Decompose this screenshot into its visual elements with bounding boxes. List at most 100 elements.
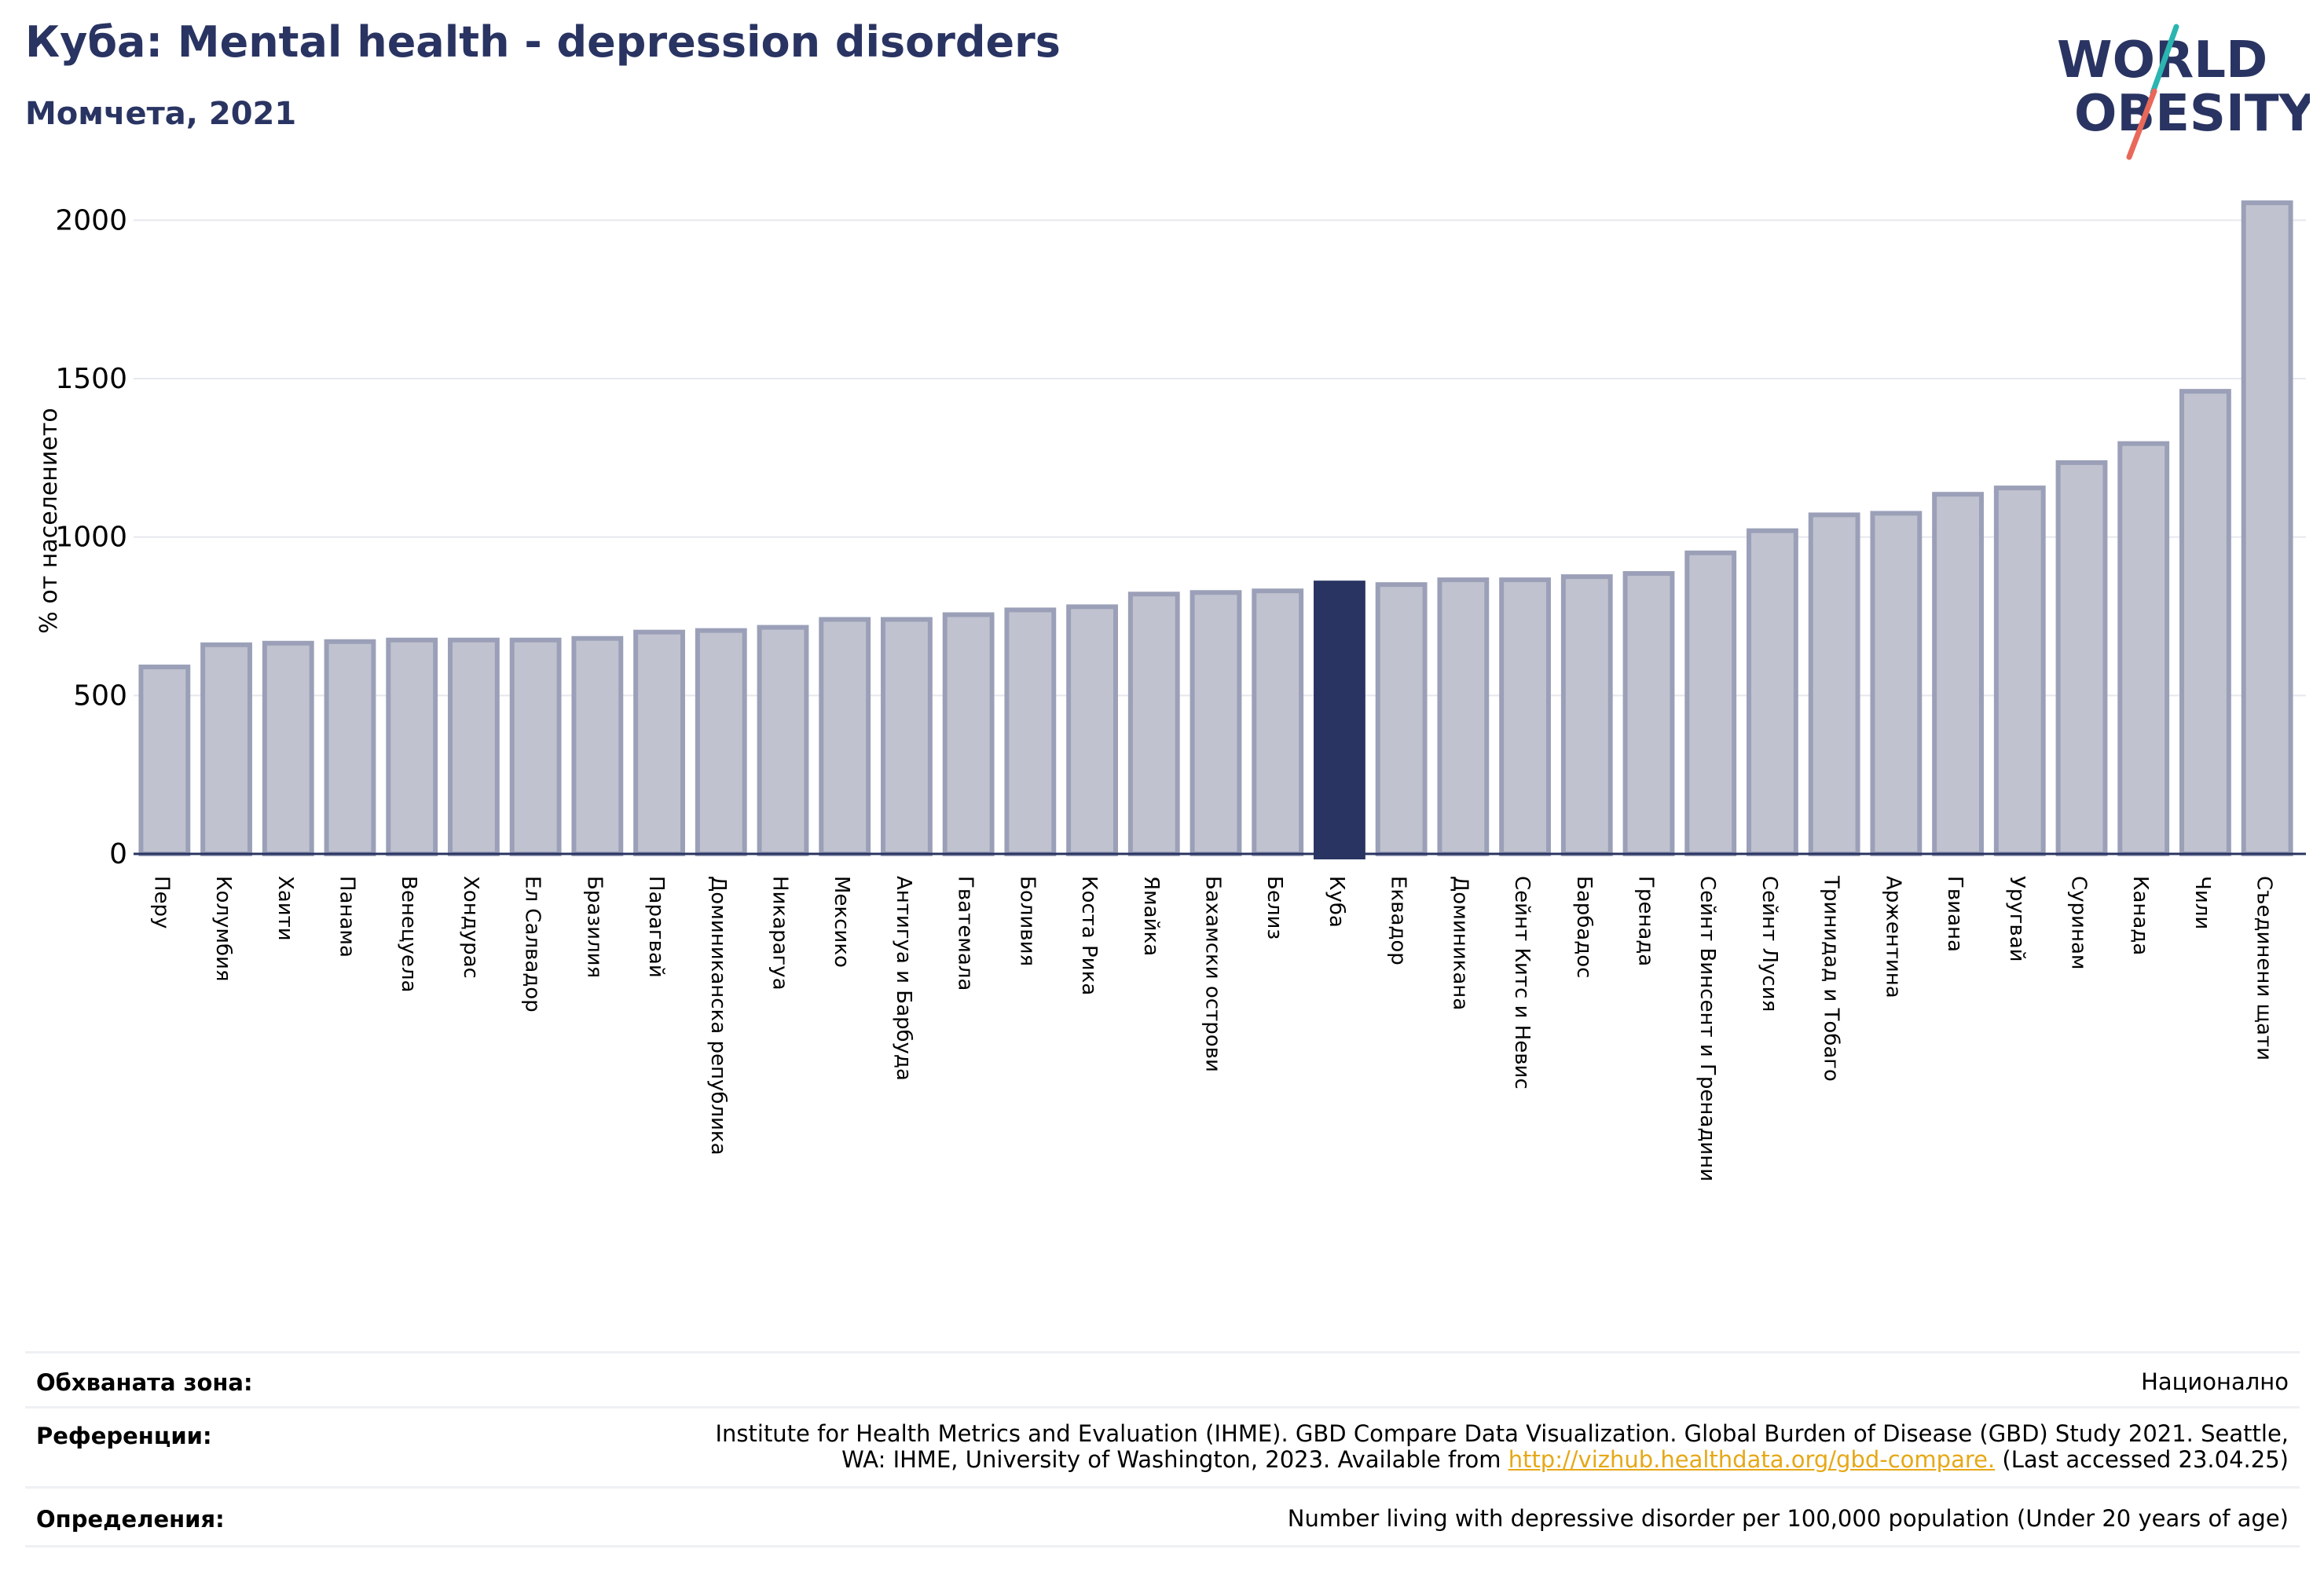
bar <box>386 637 438 856</box>
x-tick-label: Гвиана <box>1943 876 1967 952</box>
bar <box>1684 550 1737 856</box>
bar <box>2117 441 2170 856</box>
bar <box>1252 588 1304 856</box>
x-tick-label: Аржентина <box>1881 876 1904 998</box>
definitions-label: Определения: <box>36 1506 225 1533</box>
coverage-value: Национално <box>2141 1368 2289 1395</box>
x-tick-label: Барбадос <box>1572 876 1596 978</box>
x-tick-label: Парагвай <box>644 876 668 978</box>
y-tick-label: 2000 <box>55 204 127 236</box>
bar <box>695 628 747 857</box>
bar <box>1932 492 1984 856</box>
bar <box>138 665 191 856</box>
x-tick-label: Коста Рика <box>1077 876 1101 995</box>
bar <box>1004 607 1057 857</box>
references-value: Institute for Health Metrics and Evaluat… <box>715 1421 2289 1473</box>
bar-chart: 0 500 1000 1500 2000 Перу Колумбия Хаити Панама… <box>35 200 2306 1181</box>
bar <box>1437 577 1490 856</box>
chart-title: Куба: Mental health - depression disorde… <box>25 17 1061 67</box>
bar <box>324 639 376 856</box>
x-tick-label: Еквадор <box>1387 876 1410 965</box>
x-tick-label: Венецуела <box>397 876 420 992</box>
x-tick-label: Перу <box>149 876 173 929</box>
references-line-1: Institute for Health Metrics and Evaluat… <box>715 1420 2289 1447</box>
bar <box>571 635 624 856</box>
x-tick-label: Съединени щати <box>2253 876 2276 1060</box>
x-tick-label: Боливия <box>1015 876 1039 966</box>
x-tick-label: Колумбия <box>211 876 235 982</box>
bar <box>1870 511 1923 857</box>
x-tick-label: Сейнт Винсент и Гренадини <box>1695 876 1719 1181</box>
bar <box>1127 592 1180 856</box>
bar <box>819 617 871 856</box>
world-obesity-logo: WORLD OBESITY <box>2057 24 2310 160</box>
x-tick-label: Гватемала <box>954 876 977 991</box>
logo-word-obesity: OBESITY <box>2074 85 2310 143</box>
coverage-label: Обхваната зона: <box>36 1369 253 1396</box>
x-tick-label: Чили <box>2190 876 2214 929</box>
x-tick-label: Куба <box>1325 876 1348 928</box>
bar <box>757 625 809 856</box>
bar <box>1189 590 1242 856</box>
bars <box>138 200 2293 860</box>
logo-slash-coral <box>2126 88 2157 160</box>
x-tick-label: Уругвай <box>2005 876 2029 962</box>
x-tick-label: Бразилия <box>582 876 606 978</box>
bar <box>881 617 933 856</box>
bar <box>448 637 500 856</box>
y-tick-label: 500 <box>73 679 127 712</box>
bar <box>633 629 685 857</box>
coverage-row: Обхваната зона: Национално <box>25 1351 2300 1407</box>
bar <box>1993 485 2046 857</box>
info-table: Обхваната зона: Национално Референции: I… <box>25 1351 2300 1548</box>
definitions-value: Number living with depressive disorder p… <box>1287 1505 2289 1532</box>
x-tick-label: Никарагуа <box>768 876 792 991</box>
bar <box>200 642 252 856</box>
x-tick-label: Канада <box>2128 876 2152 955</box>
y-axis-label: % от населението <box>35 408 63 633</box>
bar <box>1747 528 1798 856</box>
x-tick-label: Доминиканска република <box>706 876 730 1156</box>
y-tick-labels: 0 500 1000 1500 2000 <box>55 204 127 870</box>
x-tick-label: Мексико <box>830 876 853 968</box>
definitions-row: Определения: Number living with depressi… <box>25 1486 2300 1548</box>
x-tick-label: Доминикана <box>1448 876 1472 1010</box>
references-link[interactable]: http://vizhub.healthdata.org/gbd-compare… <box>1508 1446 1996 1473</box>
logo-slash-teal <box>2150 24 2179 96</box>
bar <box>1499 577 1551 856</box>
x-tick-label: Гренада <box>1634 876 1658 966</box>
x-tick-label: Бахамски острови <box>1201 876 1225 1072</box>
x-tick-label: Ел Салвадор <box>521 876 544 1013</box>
y-tick-label: 1000 <box>55 522 127 554</box>
bar <box>942 612 995 856</box>
bar <box>2241 200 2293 856</box>
bar <box>1808 512 1860 857</box>
bar <box>1560 574 1613 856</box>
bar <box>2055 460 2108 857</box>
x-tick-label: Суринам <box>2067 876 2091 970</box>
x-tick-label: Антигуа и Барбуда <box>892 876 915 1081</box>
x-tick-label: Белиз <box>1263 876 1286 940</box>
chart-subtitle: Момчета, 2021 <box>25 96 297 132</box>
x-tick-label: Хаити <box>273 876 297 941</box>
references-row: Референции: Institute for Health Metrics… <box>25 1406 2300 1487</box>
bar <box>1622 571 1675 856</box>
references-line-2-start: WA: IHME, University of Washington, 2023… <box>841 1446 1508 1473</box>
bar <box>262 640 314 856</box>
x-tick-label: Панама <box>335 876 359 958</box>
x-tick-label: Сейнт Китс и Невис <box>1510 876 1534 1090</box>
bar <box>509 637 562 856</box>
y-tick-label: 1500 <box>55 363 127 395</box>
x-tick-labels: Перу Колумбия Хаити Панама Венецуела Хондурас… <box>149 875 2275 1181</box>
bar <box>1375 582 1428 857</box>
references-label: Референции: <box>36 1423 212 1449</box>
x-tick-label: Ямайка <box>1139 876 1163 956</box>
bar <box>2179 389 2231 856</box>
references-line-2: WA: IHME, University of Washington, 2023… <box>715 1447 2289 1473</box>
y-tick-label: 0 <box>109 838 127 870</box>
references-line-2-end: (Last accessed 23.04.25) <box>1995 1446 2289 1473</box>
x-tick-label: Тринидад и Тобаго <box>1820 875 1843 1082</box>
bar <box>1066 604 1118 857</box>
bar <box>1314 581 1365 860</box>
x-tick-label: Хондурас <box>459 876 482 979</box>
